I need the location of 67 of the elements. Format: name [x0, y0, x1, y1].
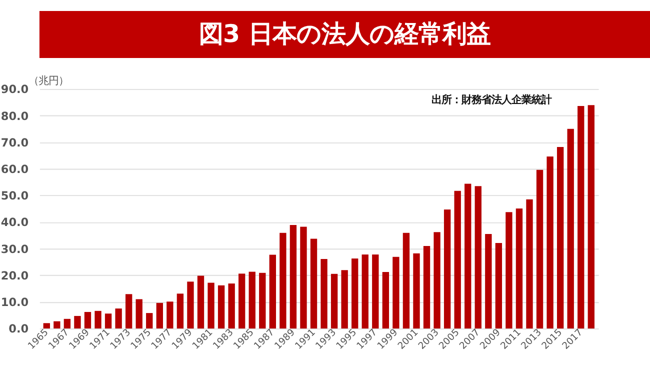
- y-tick-label: 30.0: [0, 242, 29, 256]
- bar: [362, 254, 368, 328]
- bar: [218, 285, 225, 328]
- chart-title: 図3 日本の法人の経常利益: [198, 18, 490, 48]
- bar: [269, 254, 276, 328]
- bar: [536, 170, 544, 328]
- bar: [454, 190, 461, 328]
- y-axis-title: （兆円）: [28, 74, 69, 87]
- bar: [516, 208, 523, 328]
- bar: [526, 199, 533, 328]
- bar: [546, 156, 554, 328]
- y-tick-label: 70.0: [0, 136, 29, 150]
- bar: [588, 105, 594, 328]
- bar: [64, 318, 71, 328]
- bar: [43, 323, 50, 328]
- bar: [146, 313, 153, 328]
- bar: [74, 316, 81, 328]
- bar: [330, 274, 338, 328]
- bar: [176, 294, 184, 328]
- bar: [485, 234, 492, 328]
- bar: [402, 232, 410, 328]
- y-tick-label: 20.0: [0, 269, 29, 282]
- bar: [54, 321, 60, 328]
- bar: [444, 210, 451, 328]
- bar: [423, 246, 430, 328]
- bar: [341, 270, 348, 328]
- bar: [197, 276, 204, 328]
- y-tick-label: 50.0: [0, 190, 29, 203]
- y-tick-label: 40.0: [0, 216, 29, 230]
- bar: [84, 312, 92, 328]
- bar: [104, 314, 112, 328]
- bar: [474, 186, 482, 328]
- bar: [578, 106, 584, 328]
- bar: [248, 272, 256, 328]
- bar: [382, 272, 390, 328]
- bar: [392, 256, 400, 328]
- bar: [280, 232, 286, 328]
- y-tick-label: 60.0: [0, 163, 29, 176]
- bar: [238, 274, 246, 328]
- bar: [187, 282, 194, 328]
- bar: [115, 308, 122, 328]
- bar: [413, 253, 420, 328]
- bar: [290, 224, 297, 328]
- bar: [352, 258, 358, 328]
- y-tick-label: 90.0: [0, 83, 29, 96]
- bar: [320, 259, 328, 328]
- bar: [228, 283, 235, 328]
- bar: [464, 184, 472, 328]
- bar: [136, 299, 142, 328]
- y-tick-label: 0.0: [8, 322, 29, 336]
- bar: [567, 128, 574, 328]
- bar: [300, 226, 307, 328]
- bar: [310, 238, 318, 328]
- bar: [125, 294, 132, 328]
- bar: [556, 146, 564, 328]
- bar: [434, 232, 440, 328]
- bar: [372, 254, 379, 328]
- y-tick-label: 10.0: [0, 296, 29, 310]
- bar: [506, 212, 512, 328]
- bar: [495, 243, 502, 328]
- bar: [166, 302, 174, 328]
- bar: [94, 310, 102, 328]
- y-tick-label: 80.0: [0, 110, 29, 123]
- annotation: 出所：財務省法人企業統計: [431, 94, 552, 106]
- bar: [208, 282, 214, 328]
- bar: [259, 272, 266, 328]
- bar: [156, 302, 163, 328]
